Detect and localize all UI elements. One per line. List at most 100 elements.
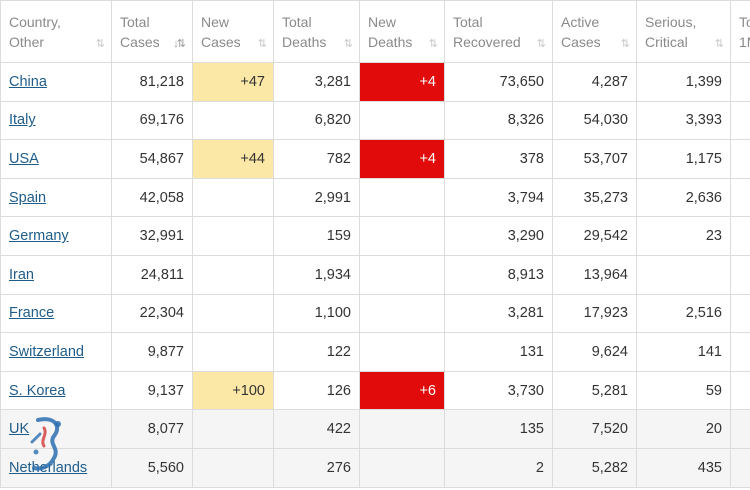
sort-icon[interactable]: ⇅ (343, 38, 353, 50)
sort-icon[interactable]: ⇅ (428, 38, 438, 50)
total-deaths-cell: 276 (273, 447, 360, 488)
country-link[interactable]: UK (9, 421, 30, 438)
header-total-cases[interactable]: Total Cases ↓⇅ (111, 0, 193, 63)
total-recovered-cell: 135 (444, 409, 553, 449)
country-link[interactable]: Spain (9, 189, 47, 206)
total-recovered-cell: 73,650 (444, 62, 553, 102)
serious-cell: 2,516 (636, 293, 731, 334)
header-serious-critical[interactable]: Serious, Critical ⇅ (636, 0, 731, 63)
country-cell: Germany (0, 216, 112, 256)
country-cell: Spain (0, 177, 112, 218)
header-active-cases[interactable]: Active Cases ⇅ (552, 0, 637, 63)
active-cases-cell: 29,542 (552, 216, 637, 256)
country-link[interactable]: Germany (9, 228, 69, 245)
serious-cell: 1,175 (636, 139, 731, 179)
header-label-line2: Recovered (453, 33, 521, 50)
tot-1m-cell (730, 139, 750, 179)
active-cases-cell: 7,520 (552, 409, 637, 449)
serious-cell: 3,393 (636, 100, 731, 141)
total-deaths-cell: 2,991 (273, 177, 360, 218)
new-cases-cell (192, 409, 274, 449)
country-link[interactable]: S. Korea (9, 382, 66, 399)
header-label-line2: Cases (120, 33, 160, 50)
table-row: France 22,304 1,100 3,281 17,923 2,516 (0, 293, 750, 334)
total-deaths-cell: 3,281 (273, 62, 360, 102)
header-label-line2: 1M (739, 33, 750, 50)
serious-cell: 141 (636, 332, 731, 372)
tot-1m-cell (730, 409, 750, 449)
new-cases-cell (192, 447, 274, 488)
total-cases-cell: 24,811 (111, 254, 193, 295)
total-deaths-cell: 1,934 (273, 254, 360, 295)
serious-cell: 1,399 (636, 62, 731, 102)
country-link[interactable]: Netherlands (9, 459, 88, 476)
header-label: Total (120, 13, 150, 30)
total-recovered-cell: 2 (444, 447, 553, 488)
header-total-recovered[interactable]: Total Recovered ⇅ (444, 0, 553, 63)
country-cell: Netherlands (0, 447, 112, 488)
sort-icon[interactable]: ⇅ (536, 38, 546, 50)
tot-1m-cell (730, 447, 750, 488)
new-cases-cell (192, 216, 274, 256)
new-deaths-cell (359, 409, 445, 449)
total-recovered-cell: 3,281 (444, 293, 553, 334)
active-cases-cell: 5,281 (552, 370, 637, 411)
sort-icon[interactable]: ⇅ (257, 38, 267, 50)
total-recovered-cell: 378 (444, 139, 553, 179)
header-label: Country, (9, 13, 61, 30)
country-link[interactable]: Iran (9, 266, 34, 283)
country-link[interactable]: France (9, 305, 55, 322)
active-cases-cell: 54,030 (552, 100, 637, 141)
tot-1m-cell (730, 254, 750, 295)
header-new-deaths[interactable]: New Deaths ⇅ (359, 0, 445, 63)
total-deaths-cell: 782 (273, 139, 360, 179)
country-cell: China (0, 62, 112, 102)
total-cases-cell: 9,137 (111, 370, 193, 411)
tot-1m-cell (730, 100, 750, 141)
serious-cell: 20 (636, 409, 731, 449)
header-tot-per-1m[interactable]: To 1M (730, 0, 750, 63)
sort-icon[interactable]: ⇅ (714, 38, 724, 50)
tot-1m-cell (730, 62, 750, 102)
country-link[interactable]: USA (9, 150, 39, 167)
header-country[interactable]: Country, Other ⇅ (0, 0, 112, 63)
new-cases-cell: +47 (192, 62, 274, 102)
country-link[interactable]: Italy (9, 112, 36, 129)
new-deaths-cell (359, 447, 445, 488)
total-cases-cell: 32,991 (111, 216, 193, 256)
tot-1m-cell (730, 177, 750, 218)
table-row: China 81,218 +47 3,281 +4 73,650 4,287 1,399 (0, 62, 750, 102)
total-cases-cell: 5,560 (111, 447, 193, 488)
new-deaths-cell (359, 254, 445, 295)
header-new-cases[interactable]: New Cases ⇅ (192, 0, 274, 63)
serious-cell: 435 (636, 447, 731, 488)
total-deaths-cell: 159 (273, 216, 360, 256)
new-deaths-cell (359, 177, 445, 218)
new-deaths-cell: +6 (359, 370, 445, 411)
header-total-deaths[interactable]: Total Deaths ⇅ (273, 0, 360, 63)
active-cases-cell: 17,923 (552, 293, 637, 334)
new-deaths-cell: +4 (359, 62, 445, 102)
total-recovered-cell: 8,913 (444, 254, 553, 295)
new-deaths-cell (359, 100, 445, 141)
table-row: S. Korea 9,137 +100 126 +6 3,730 5,281 59 (0, 370, 750, 411)
tot-1m-cell (730, 216, 750, 256)
country-link[interactable]: Switzerland (9, 343, 84, 360)
sort-descending-icon[interactable]: ↓⇅ (173, 38, 186, 50)
country-link[interactable]: China (9, 73, 47, 90)
header-label: Total (453, 13, 483, 30)
serious-cell (636, 254, 731, 295)
sort-icon[interactable]: ⇅ (620, 38, 630, 50)
total-deaths-cell: 422 (273, 409, 360, 449)
total-cases-cell: 9,877 (111, 332, 193, 372)
header-label: Active (561, 13, 600, 30)
sort-icon[interactable]: ⇅ (95, 38, 105, 50)
table-row: Netherlands 5,560 276 2 5,282 435 (0, 447, 750, 488)
header-label-line2: Cases (561, 33, 601, 50)
total-deaths-cell: 122 (273, 332, 360, 372)
total-deaths-cell: 6,820 (273, 100, 360, 141)
new-cases-cell: +100 (192, 370, 274, 411)
tot-1m-cell (730, 332, 750, 372)
